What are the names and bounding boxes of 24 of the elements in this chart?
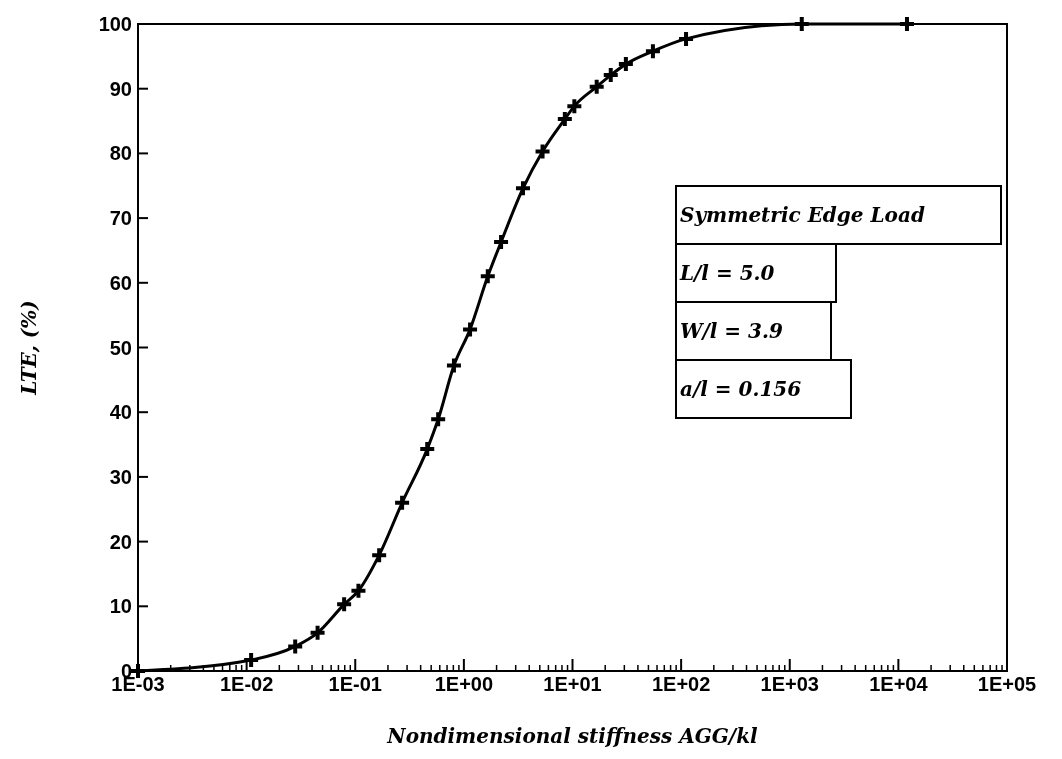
annotation: W/l = 3.9 bbox=[680, 319, 783, 343]
x-tick-label: 1E+04 bbox=[869, 673, 929, 695]
x-tick-label: 1E+02 bbox=[651, 673, 711, 695]
x-tick-label: 1E-01 bbox=[328, 673, 382, 695]
y-tick-label: 60 bbox=[109, 271, 132, 294]
x-tick-label: 1E+03 bbox=[760, 673, 819, 695]
annotation: L/l = 5.0 bbox=[679, 261, 775, 285]
x-tick-label: 1E+01 bbox=[543, 673, 602, 695]
annotation: a/l = 0.156 bbox=[680, 377, 802, 401]
x-axis-title: Nondimensional stiffness AGG/kl bbox=[386, 724, 759, 748]
y-tick-label: 10 bbox=[109, 595, 132, 618]
annotation: Symmetric Edge Load bbox=[680, 203, 925, 227]
y-tick-label: 50 bbox=[109, 336, 132, 359]
y-tick-label: 100 bbox=[98, 13, 132, 35]
x-tick-label: 1E+00 bbox=[434, 673, 494, 695]
y-tick-label: 40 bbox=[109, 401, 132, 424]
y-tick-label: 90 bbox=[109, 77, 132, 100]
y-axis-title: LTE, (%) bbox=[17, 300, 41, 396]
y-tick-label: 80 bbox=[109, 142, 132, 165]
y-tick-label: 30 bbox=[109, 465, 132, 488]
y-tick-label: 20 bbox=[109, 530, 132, 553]
y-tick-label: 70 bbox=[109, 207, 132, 230]
x-tick-label: 1E+05 bbox=[977, 673, 1037, 695]
x-tick-label: 1E-02 bbox=[219, 673, 274, 695]
